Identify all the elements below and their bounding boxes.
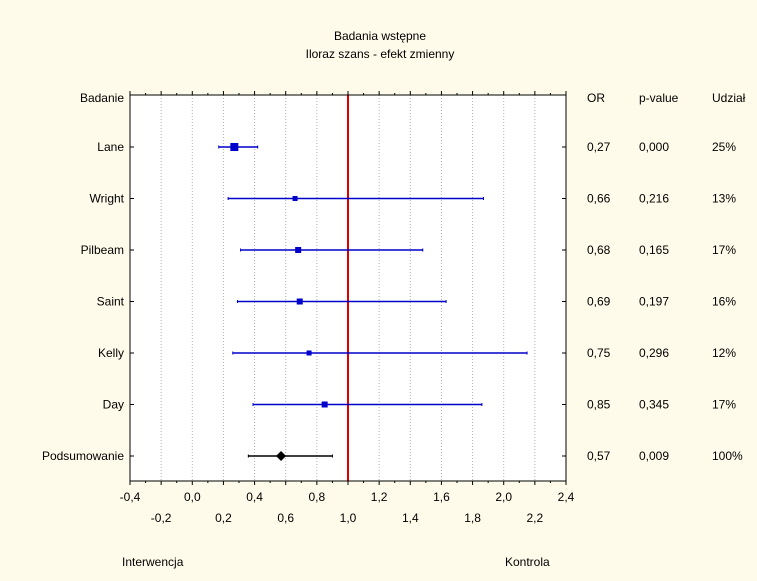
p-value: 0,197 xyxy=(639,295,669,309)
weight-value: 17% xyxy=(712,398,736,412)
header-p-value: p-value xyxy=(639,91,679,105)
grid-lines xyxy=(160,95,536,481)
tick-label-upper: 0,4 xyxy=(246,490,263,504)
tick-label-lower: -0,2 xyxy=(151,511,172,525)
chart-subtitle: Iloraz szans - efekt zmienny xyxy=(306,47,455,61)
header-study: Badanie xyxy=(80,91,124,105)
or-value: 0,27 xyxy=(587,140,611,154)
point-estimate xyxy=(306,350,312,356)
tick-label-upper: 1,6 xyxy=(433,490,450,504)
or-value: 0,85 xyxy=(587,398,611,412)
study-name: Kelly xyxy=(98,346,124,360)
p-value: 0,000 xyxy=(639,140,669,154)
study-name: Podsumowanie xyxy=(42,449,124,463)
study-marks xyxy=(218,143,528,461)
chart-title: Badania wstępne xyxy=(334,29,426,43)
point-estimate xyxy=(292,196,298,201)
weight-value: 16% xyxy=(712,295,736,309)
p-value: 0,165 xyxy=(639,243,669,257)
tick-label-upper: 0,8 xyxy=(309,490,326,504)
or-value: 0,68 xyxy=(587,243,611,257)
p-value: 0,216 xyxy=(639,192,669,206)
study-name: Saint xyxy=(97,295,125,309)
row-labels: Lane 0,27 0,000 25% Wright 0,66 0,216 13% Pilbea… xyxy=(42,140,743,463)
summary-diamond xyxy=(276,451,287,461)
point-estimate xyxy=(295,247,302,253)
point-estimate xyxy=(296,298,303,305)
tick-label-lower: 1,4 xyxy=(402,511,419,525)
header-or: OR xyxy=(587,91,605,105)
tick-label-lower: 1,8 xyxy=(464,511,481,525)
study-name: Pilbeam xyxy=(81,243,124,257)
tick-label-lower: 2,2 xyxy=(527,511,544,525)
or-value: 0,75 xyxy=(587,346,611,360)
or-value: 0,57 xyxy=(587,449,611,463)
tick-label-lower: 1,0 xyxy=(340,511,357,525)
xlabel-right: Kontrola xyxy=(505,555,550,569)
or-value: 0,69 xyxy=(587,295,611,309)
xlabel-left: Interwencja xyxy=(122,555,184,569)
p-value: 0,345 xyxy=(639,398,669,412)
weight-value: 13% xyxy=(712,192,736,206)
point-estimate xyxy=(230,143,239,151)
or-value: 0,66 xyxy=(587,192,611,206)
weight-value: 100% xyxy=(712,449,743,463)
p-value: 0,009 xyxy=(639,449,669,463)
tick-label-upper: 2,0 xyxy=(495,490,512,504)
study-name: Wright xyxy=(90,192,125,206)
weight-value: 17% xyxy=(712,243,736,257)
tick-label-upper: 0,0 xyxy=(184,490,201,504)
p-value: 0,296 xyxy=(639,346,669,360)
tick-label-upper: -0,4 xyxy=(120,490,141,504)
study-name: Day xyxy=(103,398,124,412)
tick-label-lower: 0,2 xyxy=(215,511,232,525)
axis-ticks: -0,4 0,0 0,4 0,8 1,2 1,6 2,0 2,4 -0,2 0,2 0,6 1,0 1,… xyxy=(120,91,575,525)
study-name: Lane xyxy=(97,140,124,154)
weight-value: 12% xyxy=(712,346,736,360)
tick-label-lower: 0,6 xyxy=(277,511,294,525)
weight-value: 25% xyxy=(712,140,736,154)
header-weight: Udział xyxy=(712,91,746,105)
point-estimate xyxy=(321,401,328,408)
tick-label-upper: 1,2 xyxy=(371,490,388,504)
tick-label-upper: 2,4 xyxy=(558,490,575,504)
